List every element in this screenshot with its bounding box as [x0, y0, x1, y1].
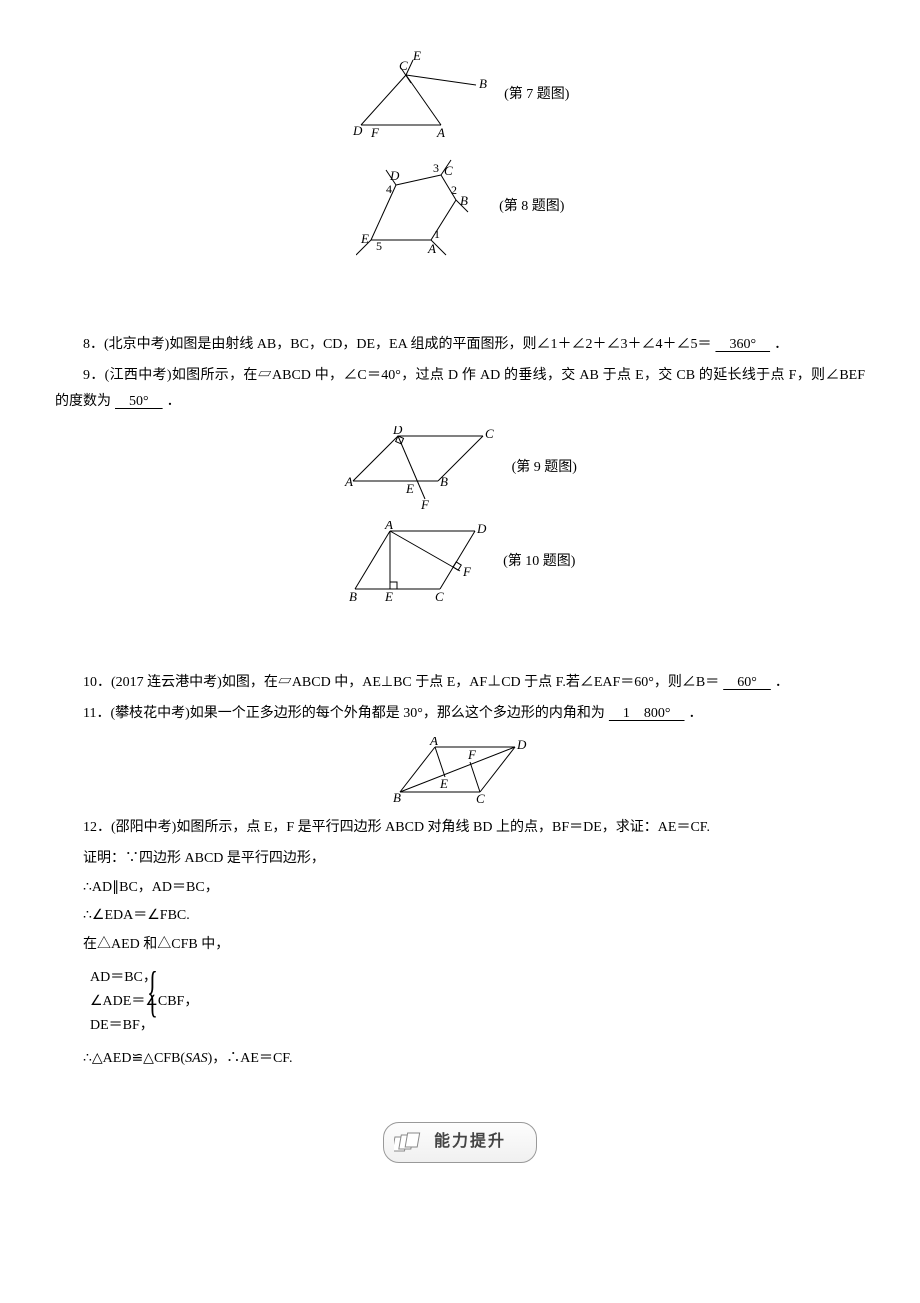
- fig9-label-A: A: [344, 474, 353, 489]
- fig7-label-F: F: [370, 125, 380, 140]
- fig8-label-C: C: [444, 163, 453, 178]
- figure-8-caption: (第 8 题图): [499, 194, 564, 221]
- q12-proof-3: ∴∠EDA＝∠FBC.: [55, 903, 865, 930]
- fig12-label-A: A: [429, 737, 438, 748]
- fig7-label-B: B: [479, 76, 487, 91]
- fig12-label-C: C: [476, 791, 485, 805]
- fig9-label-C: C: [485, 426, 494, 441]
- figure-7-caption: (第 7 题图): [504, 82, 569, 109]
- q9-answer: 50°: [111, 394, 167, 409]
- q12-proof-5: ∴△AED≌△CFB(SAS)，∴AE＝CF.: [55, 1046, 865, 1073]
- figure-8-row: D C B E A 1 2 3 4 5 (第 8 题图): [55, 150, 865, 265]
- figure-9-svg: D C A E B F: [343, 426, 498, 511]
- fig12-label-E: E: [439, 776, 448, 791]
- q12-brace-3: DE＝BF，: [90, 1014, 865, 1038]
- figure-10-caption: (第 10 题图): [503, 549, 575, 576]
- fig8-angle-3: 3: [433, 161, 439, 175]
- pages-icon: [394, 1131, 422, 1153]
- fig9-label-D: D: [392, 426, 403, 437]
- question-8: 8．(北京中考)如图是由射线 AB，BC，CD，DE，EA 组成的平面图形，则∠…: [55, 332, 865, 359]
- section-badge: 能力提升: [383, 1122, 537, 1162]
- fig7-label-C: C: [399, 58, 408, 73]
- q8-pre: 8．(北京中考)如图是由射线 AB，BC，CD，DE，EA 组成的平面图形，则∠…: [83, 337, 711, 352]
- section-badge-label: 能力提升: [434, 1133, 506, 1150]
- figure-9-row: D C A E B F (第 9 题图): [55, 426, 865, 511]
- fig9-label-E: E: [405, 481, 414, 496]
- section-badge-row: 能力提升: [55, 1122, 865, 1162]
- q11-post: ．: [689, 706, 703, 721]
- fig8-angle-2: 2: [451, 183, 457, 197]
- fig12-label-F: F: [467, 747, 477, 762]
- q10-post: ．: [775, 675, 789, 690]
- q11-answer: 1 800°: [605, 706, 689, 721]
- q12-brace-2: ∠ADE＝∠CBF，: [90, 990, 865, 1014]
- fig8-angle-1: 1: [434, 227, 440, 241]
- fig10-label-C: C: [435, 589, 444, 603]
- fig10-label-B: B: [349, 589, 357, 603]
- q8-post: ．: [774, 337, 788, 352]
- fig9-label-F: F: [420, 497, 430, 511]
- q12-brace-block: { AD＝BC， ∠ADE＝∠CBF， DE＝BF，: [55, 966, 865, 1037]
- fig8-label-A: A: [427, 241, 436, 256]
- q9-post: ．: [167, 394, 181, 409]
- question-11: 11．(攀枝花中考)如果一个正多边形的每个外角都是 30°，那么这个多边形的内角…: [55, 701, 865, 728]
- figure-7-svg: E C B D F A: [351, 50, 491, 140]
- question-9: 9．(江西中考)如图所示，在▱ABCD 中，∠C＝40°，过点 D 作 AD 的…: [55, 363, 865, 416]
- brace-icon: {: [147, 964, 158, 1020]
- q11-pre: 11．(攀枝花中考)如果一个正多边形的每个外角都是 30°，那么这个多边形的内角…: [83, 706, 605, 721]
- figure-12-svg: A D B C E F: [390, 737, 530, 805]
- figure-9-caption: (第 9 题图): [512, 455, 577, 482]
- q12-p5-sas: SAS: [185, 1051, 208, 1066]
- figure-7-row: E C B D F A (第 7 题图): [55, 50, 865, 140]
- fig10-label-A: A: [384, 521, 393, 532]
- fig7-label-A: A: [436, 125, 445, 140]
- fig12-label-B: B: [393, 790, 401, 805]
- fig8-label-B: B: [460, 193, 468, 208]
- fig9-label-B: B: [440, 474, 448, 489]
- fig10-label-F: F: [462, 564, 472, 579]
- q12-brace-1: AD＝BC，: [90, 966, 865, 990]
- question-10: 10．(2017 连云港中考)如图，在▱ABCD 中，AE⊥BC 于点 E，AF…: [55, 670, 865, 697]
- fig12-label-D: D: [516, 737, 527, 752]
- fig7-label-D: D: [352, 123, 363, 138]
- q10-answer: 60°: [719, 675, 775, 690]
- fig10-label-D: D: [476, 521, 487, 536]
- q12-p5-post: )，∴AE＝CF.: [208, 1051, 293, 1066]
- fig8-label-D: D: [389, 168, 400, 183]
- q10-pre: 10．(2017 连云港中考)如图，在▱ABCD 中，AE⊥BC 于点 E，AF…: [83, 675, 719, 690]
- q12-p5-pre: ∴△AED≌△CFB(: [83, 1051, 185, 1066]
- fig7-label-E: E: [412, 50, 421, 63]
- q12-proof-4: 在△AED 和△CFB 中，: [55, 932, 865, 959]
- q12-proof-1: 证明：∵四边形 ABCD 是平行四边形，: [55, 846, 865, 873]
- figure-10-row: A D B E C F (第 10 题图): [55, 521, 865, 603]
- fig8-label-E: E: [360, 231, 369, 246]
- q8-answer: 360°: [711, 337, 774, 352]
- figure-8-svg: D C B E A 1 2 3 4 5: [356, 150, 486, 265]
- question-12: 12．(邵阳中考)如图所示，点 E，F 是平行四边形 ABCD 对角线 BD 上…: [55, 815, 865, 842]
- fig10-label-E: E: [384, 589, 393, 603]
- q12-proof-2: ∴AD∥BC，AD＝BC，: [55, 875, 865, 902]
- figure-12-row: A D B C E F: [55, 737, 865, 805]
- fig8-angle-5: 5: [376, 239, 382, 253]
- figure-10-svg: A D B E C F: [345, 521, 490, 603]
- fig8-angle-4: 4: [386, 182, 392, 196]
